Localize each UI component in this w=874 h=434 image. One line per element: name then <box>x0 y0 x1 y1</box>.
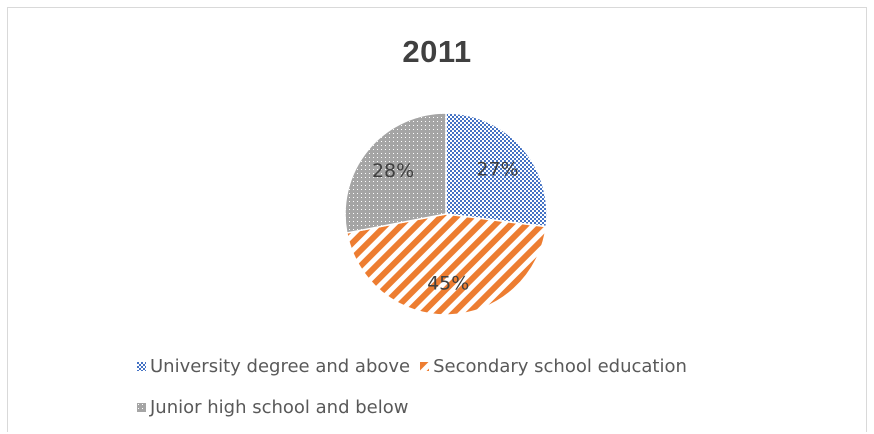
legend-label-junior: Junior high school and below <box>150 396 409 418</box>
pie-slice-junior <box>344 112 447 234</box>
legend-label-secondary: Secondary school education <box>433 355 687 377</box>
legend-label-university: University degree and above <box>150 355 411 377</box>
legend-item-junior: Junior high school and below <box>137 397 408 418</box>
legend-row-1: University degree and above Secondary sc… <box>137 352 837 380</box>
data-label-junior: 28% <box>372 160 414 182</box>
pie-slice-university <box>445 112 548 228</box>
pie-slice-secondary <box>345 213 548 316</box>
data-label-secondary: 45% <box>427 273 469 295</box>
legend-swatch-secondary <box>420 361 430 371</box>
legend-row-2: Junior high school and below <box>137 393 837 421</box>
legend-swatch-university <box>137 361 146 371</box>
legend-item-secondary: Secondary school education <box>420 356 687 377</box>
legend-item-university: University degree and above <box>137 356 410 377</box>
data-label-university: 27% <box>476 159 518 181</box>
chart-title: 2011 <box>402 34 472 69</box>
legend: University degree and above Secondary sc… <box>137 352 837 434</box>
legend-swatch-junior <box>137 402 146 412</box>
